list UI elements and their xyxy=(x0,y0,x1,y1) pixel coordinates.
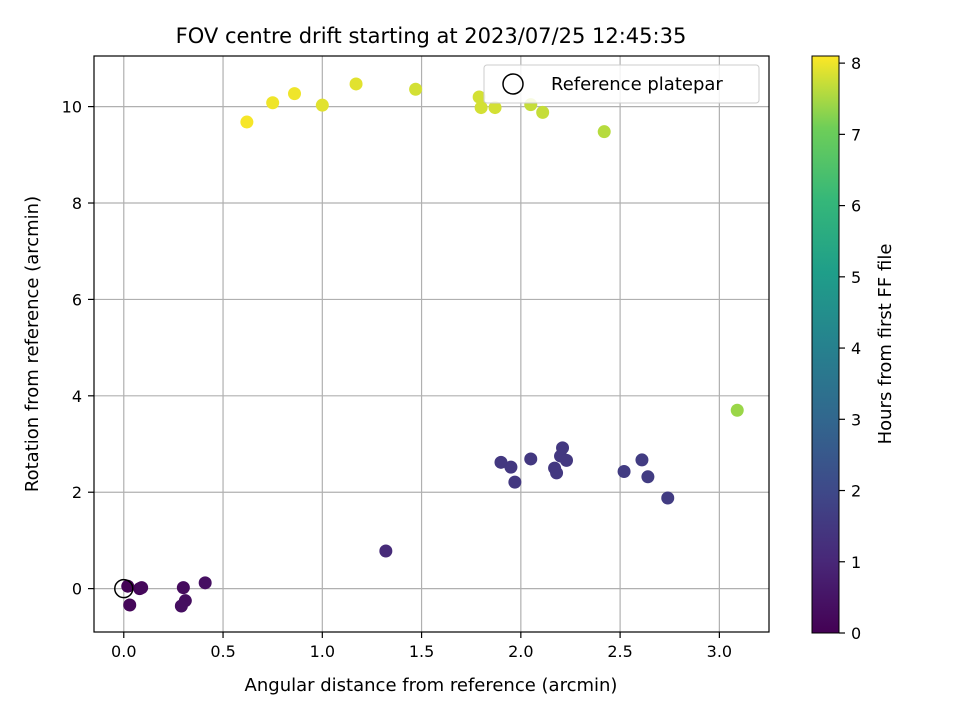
y-tick-label: 8 xyxy=(72,194,82,213)
y-tick-label: 2 xyxy=(72,483,82,502)
colorbar-tick-label: 6 xyxy=(851,197,861,216)
colorbar-tick-label: 0 xyxy=(851,624,861,643)
grid-lines xyxy=(94,56,769,632)
data-point xyxy=(661,491,675,505)
colorbar-tick-label: 8 xyxy=(851,54,861,73)
legend-box xyxy=(483,64,760,104)
data-point xyxy=(641,470,655,484)
colorbar-tick-label: 4 xyxy=(851,339,861,358)
y-tick-label: 10 xyxy=(62,98,82,117)
colorbar-tick-label: 5 xyxy=(851,268,861,287)
data-point xyxy=(730,403,744,417)
data-point xyxy=(474,101,488,115)
legend: Reference platepar xyxy=(483,64,760,104)
legend-label: Reference platepar xyxy=(551,74,723,95)
data-point xyxy=(560,453,573,467)
data-point xyxy=(240,115,254,129)
data-point xyxy=(508,475,522,489)
data-point xyxy=(524,452,538,466)
data-point xyxy=(315,98,329,112)
x-tick-label: 1.5 xyxy=(409,642,434,661)
data-point xyxy=(504,460,518,474)
colorbar-tick-label: 3 xyxy=(851,410,861,429)
colorbar-gradient xyxy=(811,55,840,634)
data-point xyxy=(472,90,486,104)
x-axis-label: Angular distance from reference (arcmin) xyxy=(245,675,618,696)
plot-background xyxy=(94,56,769,632)
data-point xyxy=(176,581,190,595)
x-axis-ticks: 0.0 0.5 1.0 1.5 2.0 2.5 3.0 xyxy=(111,632,732,661)
data-point xyxy=(556,441,570,455)
colorbar-tick-label: 2 xyxy=(851,482,861,501)
data-point xyxy=(488,101,502,115)
data-point xyxy=(266,96,280,110)
y-tick-label: 0 xyxy=(72,580,82,599)
data-point xyxy=(494,455,508,469)
y-axis-ticks: 0 2 4 6 8 10 xyxy=(62,98,94,599)
plot-frame xyxy=(93,55,770,633)
data-point xyxy=(409,82,423,96)
x-tick-label: 0.5 xyxy=(210,642,235,661)
y-tick-label: 6 xyxy=(72,290,82,309)
colorbar-tick-label: 7 xyxy=(851,125,861,144)
data-point xyxy=(135,581,149,595)
x-tick-label: 1.0 xyxy=(310,642,335,661)
data-point xyxy=(123,598,137,612)
data-point xyxy=(349,77,363,91)
colorbar-ticks: 0 1 2 3 4 5 6 7 8 xyxy=(839,54,861,643)
data-point xyxy=(198,576,212,590)
y-axis-label: Rotation from reference (arcmin) xyxy=(22,196,43,492)
data-point xyxy=(597,125,611,139)
data-point xyxy=(617,464,631,478)
x-tick-label: 2.5 xyxy=(607,642,632,661)
reference-marker xyxy=(114,578,134,599)
x-tick-label: 3.0 xyxy=(707,642,732,661)
data-point xyxy=(635,453,649,467)
chart-title: FOV centre drift starting at 2023/07/25 … xyxy=(176,24,687,48)
data-point xyxy=(379,544,393,558)
data-point xyxy=(550,466,564,480)
colorbar-tick-label: 1 xyxy=(851,553,861,572)
colorbar-label: Hours from first FF file xyxy=(875,244,896,445)
data-point xyxy=(536,105,550,119)
colorbar: 0 1 2 3 4 5 6 7 8 Hours from first FF file xyxy=(811,54,896,643)
data-point xyxy=(288,87,302,101)
legend-marker-icon xyxy=(502,73,524,95)
y-tick-label: 4 xyxy=(72,387,82,406)
x-tick-label: 2.0 xyxy=(508,642,533,661)
data-point xyxy=(174,599,188,613)
x-tick-label: 0.0 xyxy=(111,642,136,661)
